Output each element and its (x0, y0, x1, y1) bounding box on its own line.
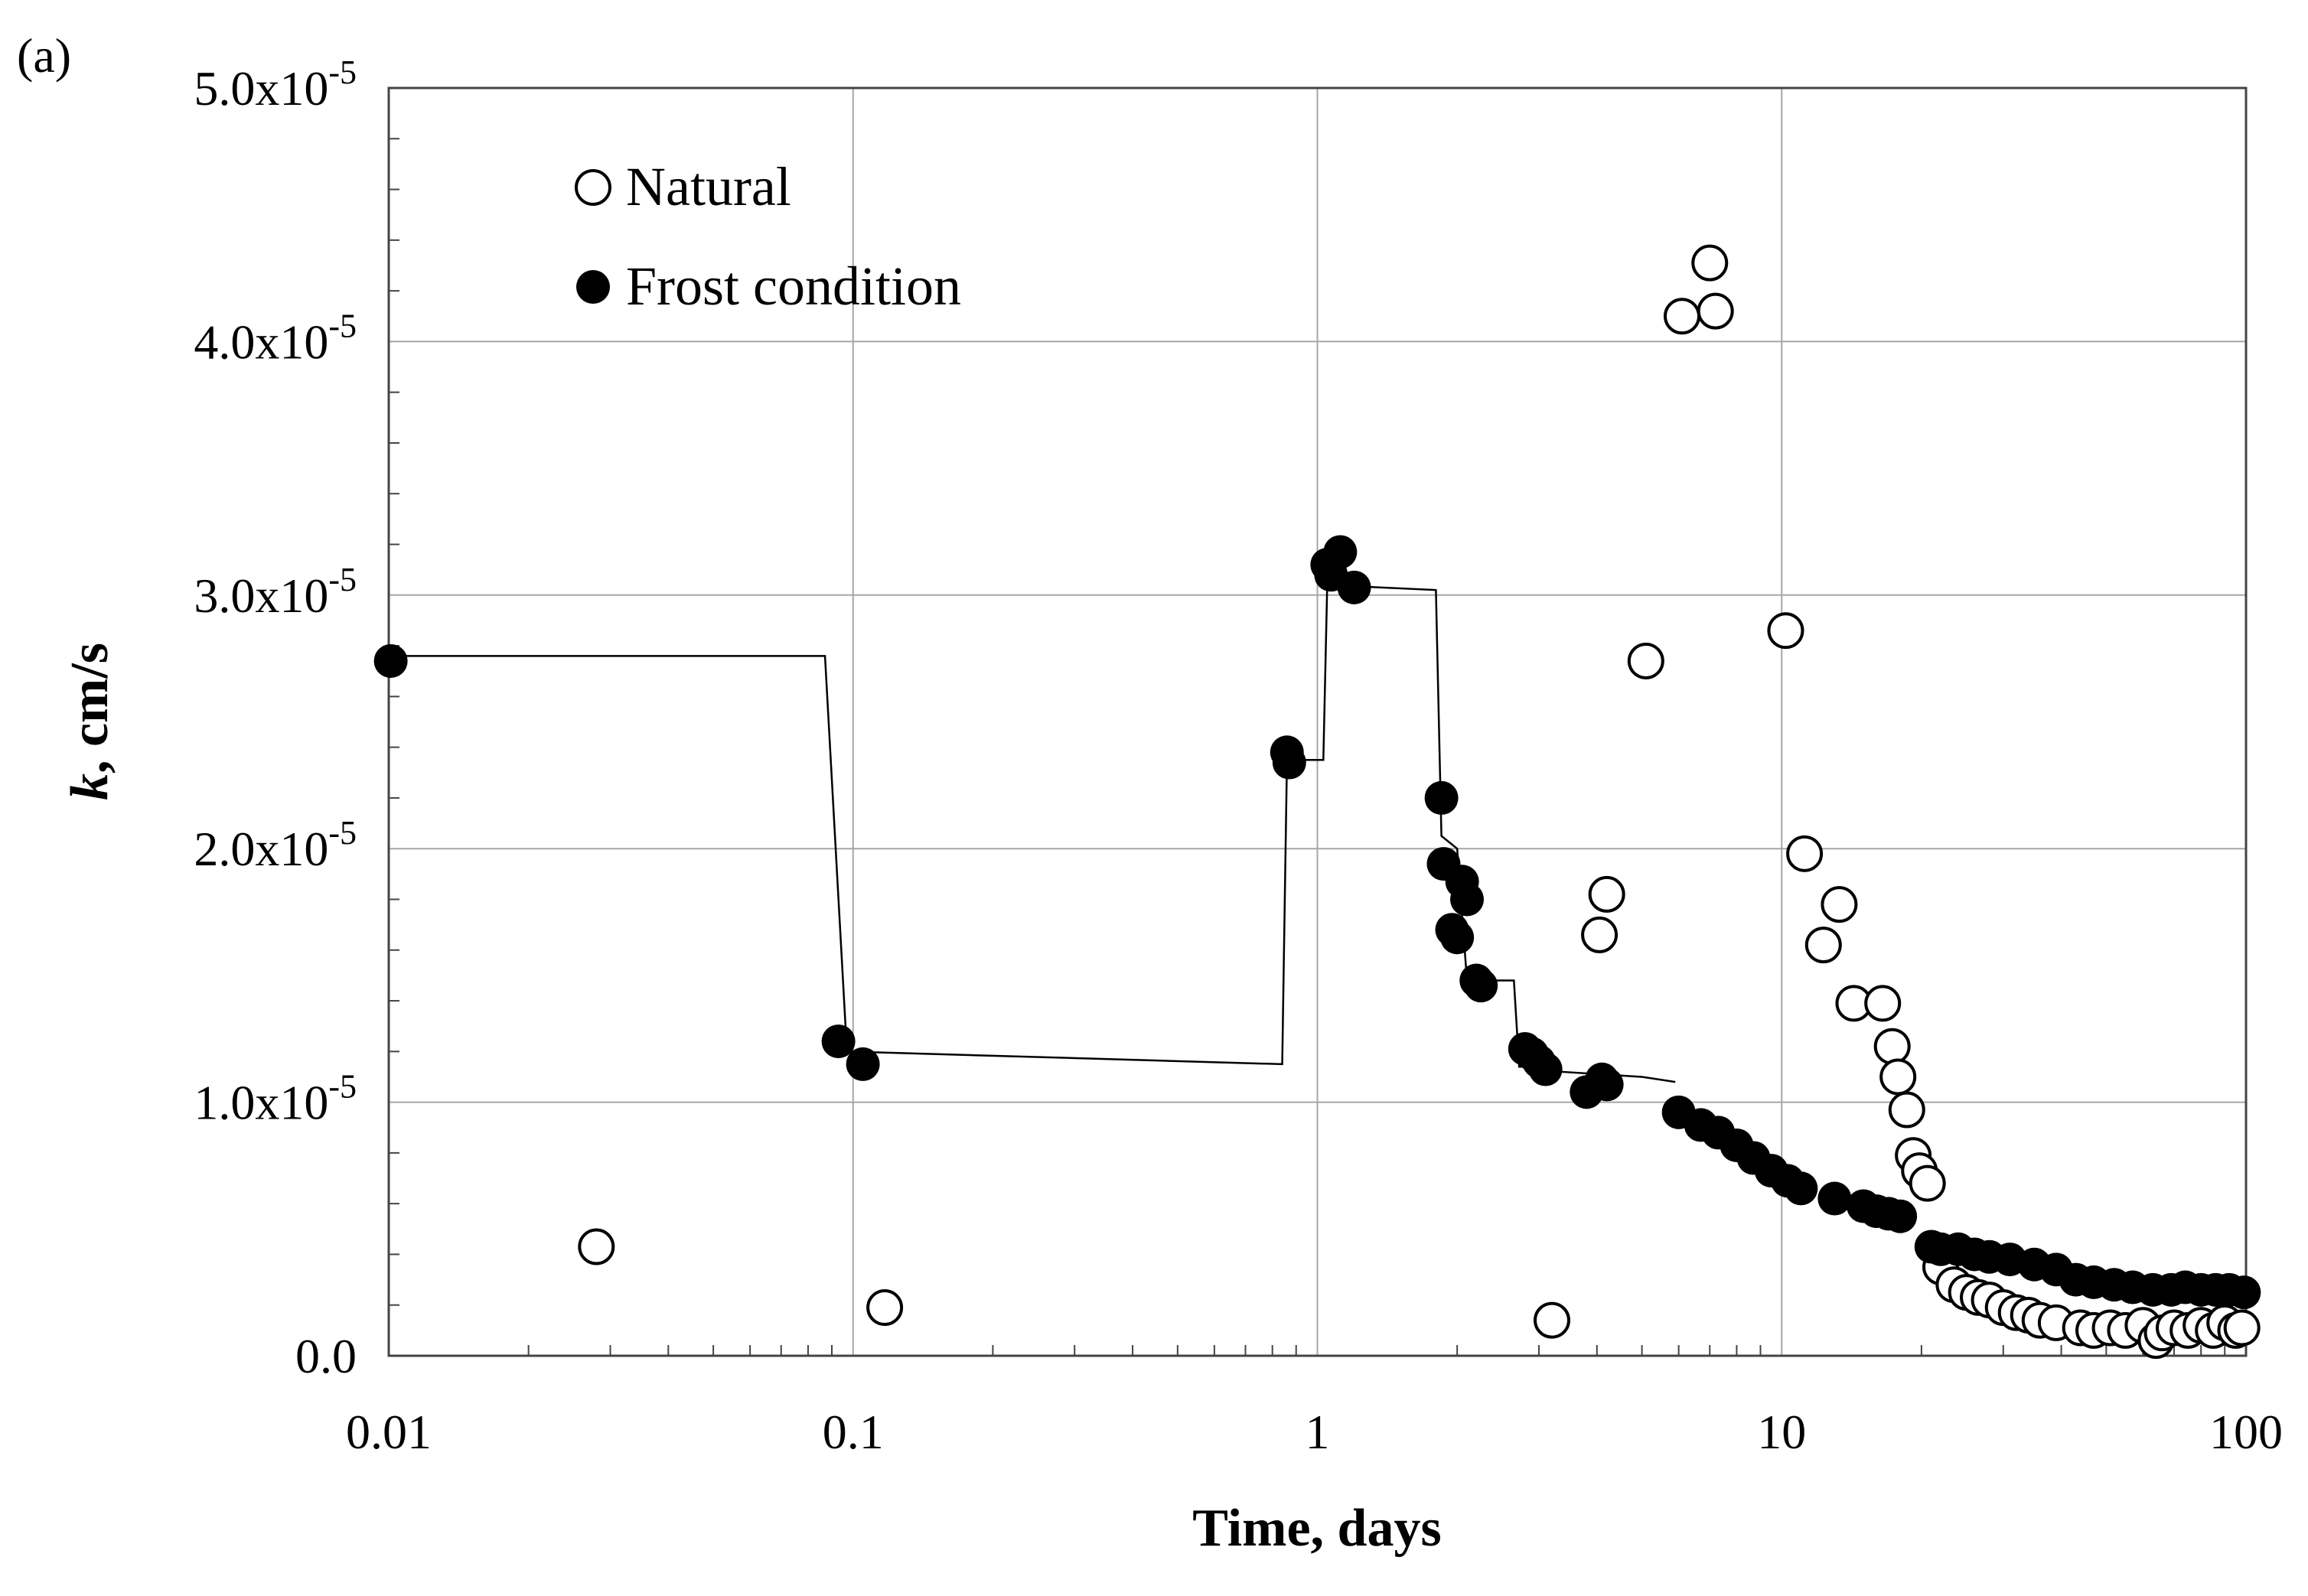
natural-point (1533, 1301, 1570, 1339)
frost-point (1440, 920, 1475, 955)
frost-point (1323, 535, 1358, 569)
plot-area-frame (387, 86, 2248, 1357)
x-tick-label: 100 (2209, 1405, 2283, 1459)
y-axis-title-units: , cm/s (60, 643, 119, 774)
legend: Natural Frost condition (575, 156, 961, 317)
natural-point (1588, 875, 1625, 913)
natural-point (1804, 927, 1842, 964)
frost-point (1450, 882, 1485, 917)
natural-point (1691, 244, 1729, 282)
x-tick-label: 0.1 (823, 1405, 884, 1459)
y-tick-label: 3.0x10-5 (194, 561, 357, 623)
panel-label: (a) (17, 28, 71, 83)
y-tick-label: 0.0 (295, 1329, 357, 1383)
natural-point (1627, 642, 1664, 679)
frost-point (821, 1024, 856, 1059)
y-tick-label: 2.0x10-5 (194, 814, 357, 876)
natural-point (1864, 985, 1902, 1022)
frost-point (1784, 1171, 1818, 1206)
x-tick-label: 1 (1306, 1405, 1330, 1459)
legend-frost-marker (576, 270, 610, 304)
legend-natural-label: Natural (626, 156, 791, 217)
natural-point (1663, 298, 1700, 335)
x-axis-title: Time, days (1192, 1499, 1441, 1558)
x-tick-label: 0.01 (346, 1405, 432, 1459)
natural-point (1581, 916, 1619, 953)
frost-point (1589, 1067, 1624, 1102)
frost-series (373, 535, 2261, 1310)
natural-point (1821, 886, 1858, 923)
frost-point (2227, 1275, 2261, 1310)
frost-point (1424, 780, 1459, 815)
frost-point (373, 643, 408, 678)
natural-point (578, 1228, 615, 1265)
frost-trend-line (389, 584, 1676, 1083)
natural-point (1879, 1058, 1917, 1096)
frost-point (846, 1047, 880, 1081)
y-tick-label: 1.0x10-5 (194, 1068, 357, 1130)
natural-series (578, 244, 2261, 1360)
natural-point (1767, 612, 1804, 650)
minor-ticks (389, 138, 2226, 1356)
natural-point (866, 1289, 904, 1327)
frost-point (1464, 969, 1498, 1003)
natural-point (1909, 1164, 1946, 1202)
y-axis-tick-labels: 0.0 1.0x10-5 2.0x10-5 3.0x10-5 4.0x10-5 5.0x1… (194, 54, 357, 1383)
legend-natural-marker (575, 169, 611, 206)
frost-point (1817, 1181, 1852, 1216)
natural-point (2223, 1309, 2261, 1347)
grid-lines (389, 88, 2246, 1356)
frost-point (1528, 1052, 1563, 1086)
x-tick-label: 10 (1757, 1405, 1806, 1459)
y-axis-title: k, cm/s (60, 643, 119, 800)
trend-line-layer (389, 584, 1676, 1083)
y-tick-label: 4.0x10-5 (194, 307, 357, 369)
frost-point (1883, 1199, 1918, 1233)
natural-point (1697, 292, 1734, 330)
y-tick-label: 5.0x10-5 (194, 54, 357, 116)
frost-point (1272, 745, 1306, 780)
frost-point (1337, 570, 1371, 604)
natural-point (1786, 835, 1824, 872)
y-axis-title-symbol: k (60, 774, 119, 800)
natural-point (1873, 1028, 1911, 1065)
natural-point (1888, 1091, 1925, 1129)
x-axis-tick-labels: 0.01 0.1 1 10 100 (346, 1405, 2283, 1459)
legend-frost-label: Frost condition (626, 256, 961, 317)
